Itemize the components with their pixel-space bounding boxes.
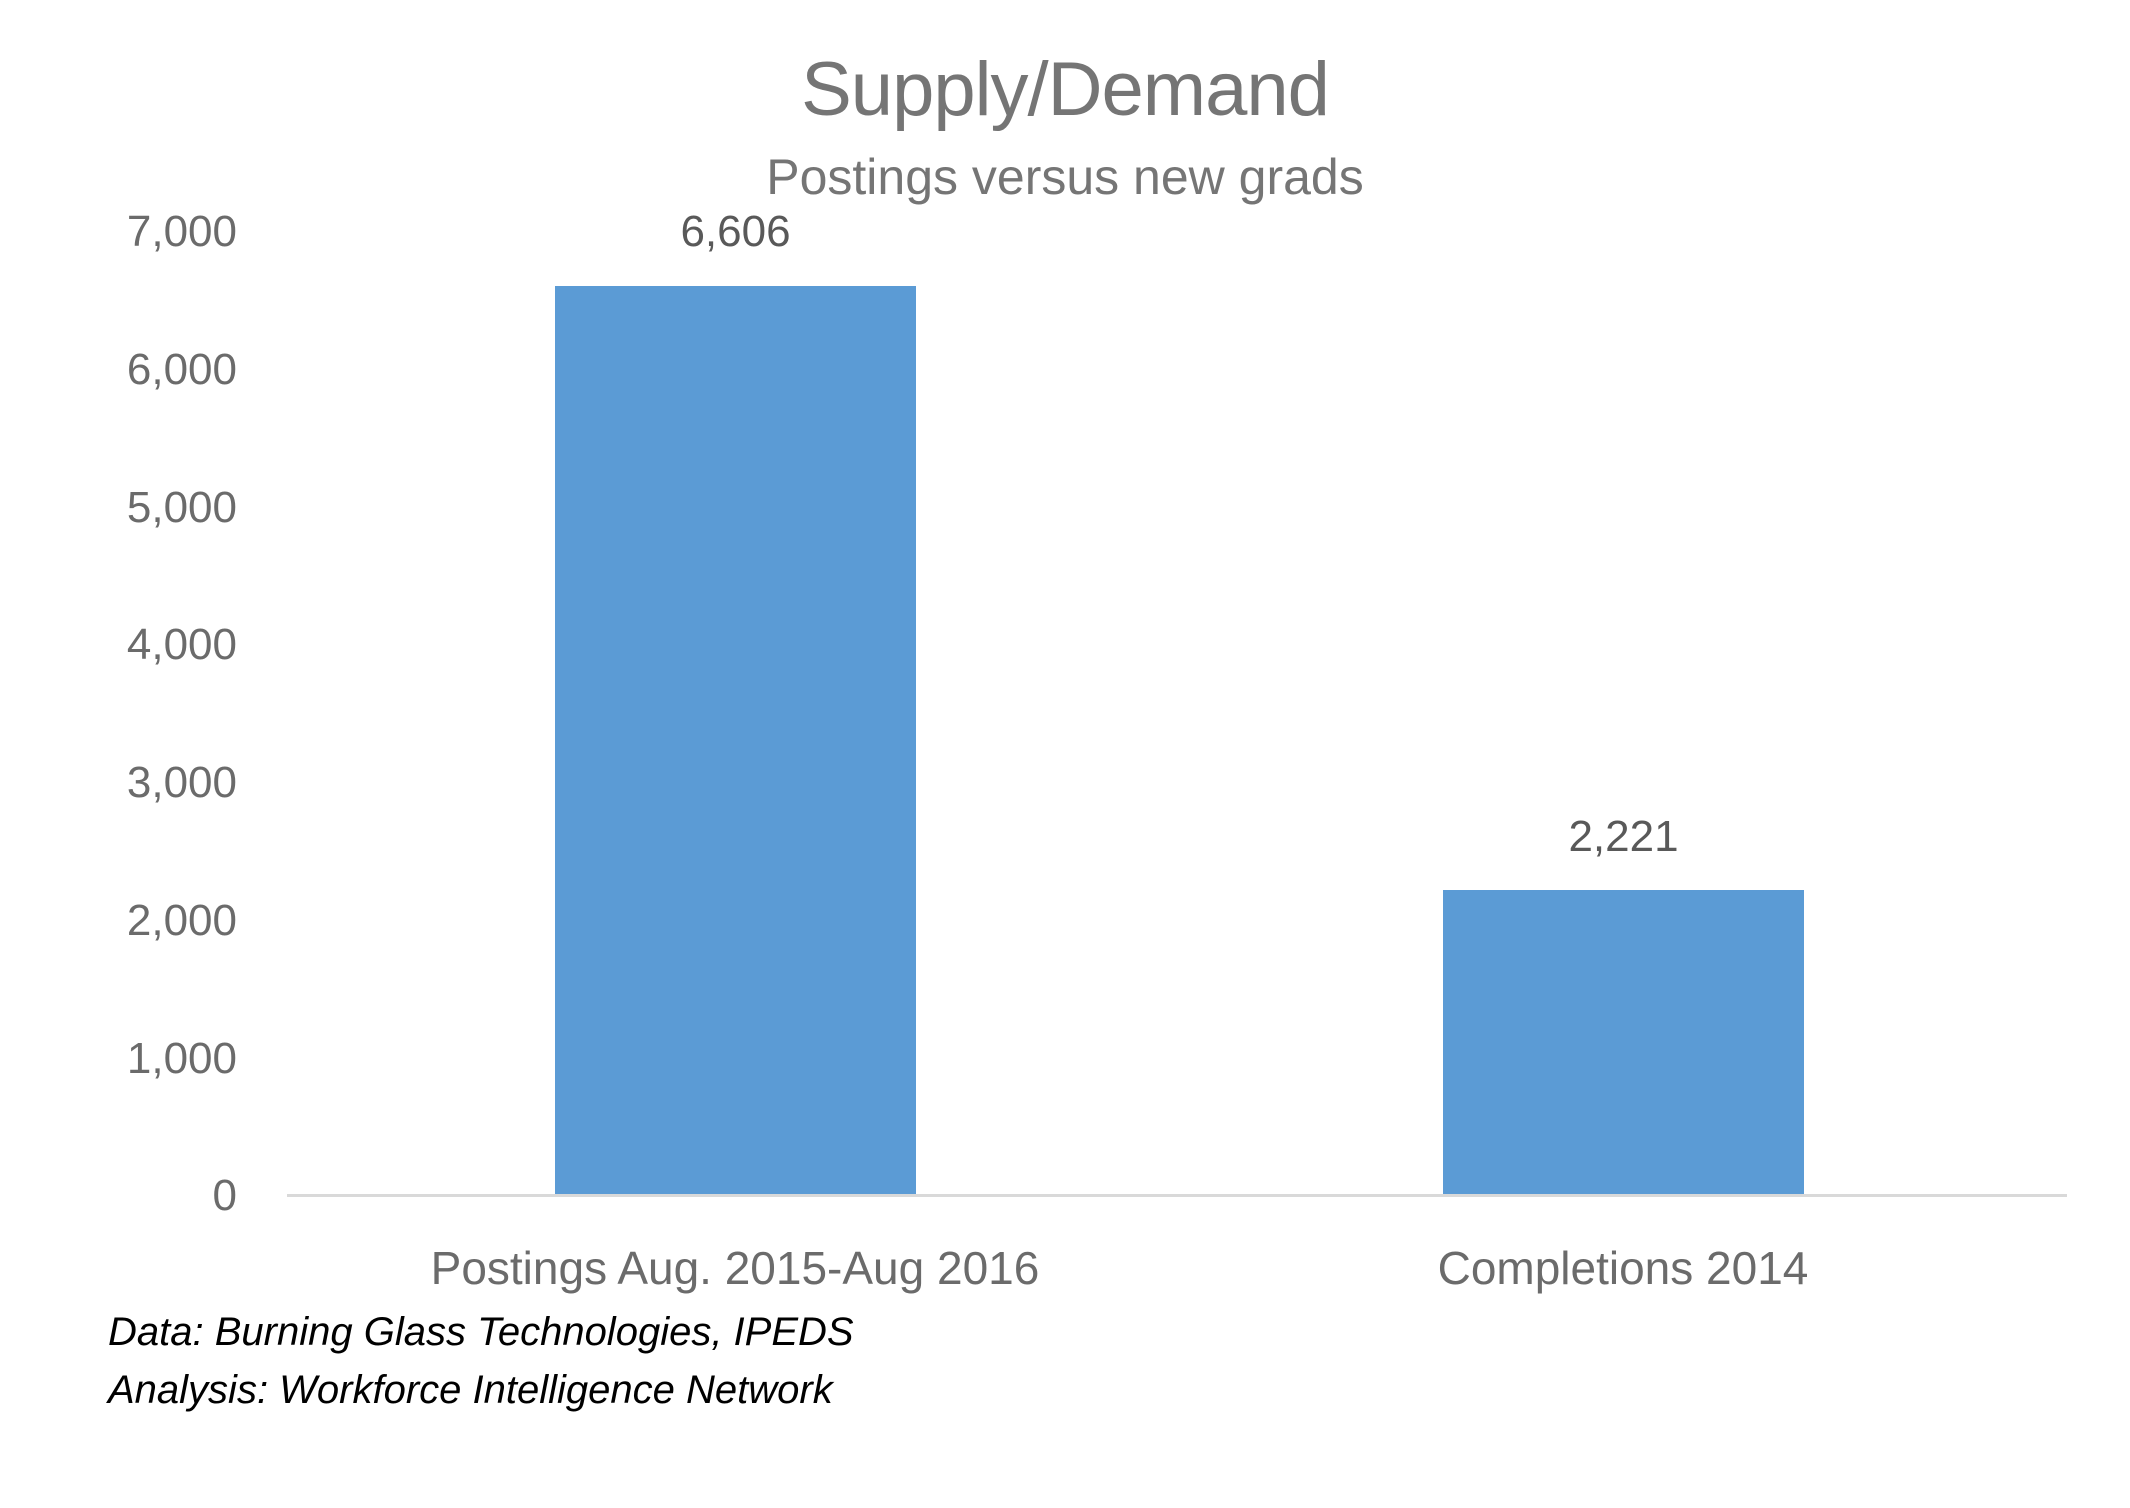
y-tick-3000: 3,000 <box>126 758 237 807</box>
y-tick-6000: 6,000 <box>126 345 237 394</box>
y-tick-2000: 2,000 <box>126 896 237 945</box>
chart-title: Supply/Demand <box>801 47 1330 132</box>
footer-analysis-source: Analysis: Workforce Intelligence Network <box>108 1368 833 1412</box>
footer-data-source: Data: Burning Glass Technologies, IPEDS <box>108 1310 854 1354</box>
bar-postings <box>555 286 916 1194</box>
x-label-completions: Completions 2014 <box>1437 1242 1809 1294</box>
data-label-completions: 2,221 <box>1568 812 1679 861</box>
chart-subtitle: Postings versus new grads <box>766 149 1364 205</box>
y-tick-7000: 7,000 <box>126 207 237 256</box>
x-axis-line <box>287 1194 2067 1197</box>
bar-completions <box>1443 890 1804 1194</box>
y-tick-4000: 4,000 <box>126 620 237 669</box>
data-label-postings: 6,606 <box>680 207 791 256</box>
y-tick-5000: 5,000 <box>126 483 237 532</box>
x-label-postings: Postings Aug. 2015-Aug 2016 <box>430 1242 1040 1294</box>
y-tick-1000: 1,000 <box>126 1034 237 1083</box>
y-tick-0: 0 <box>212 1171 237 1220</box>
